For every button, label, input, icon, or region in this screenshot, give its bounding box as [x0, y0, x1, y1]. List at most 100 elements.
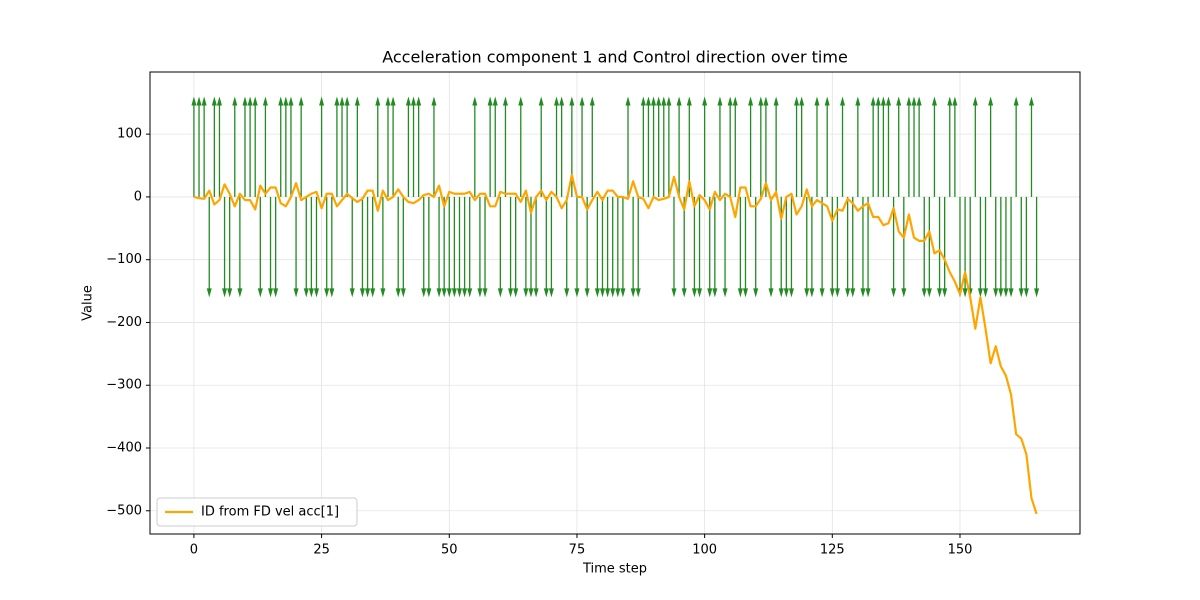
arrow-head [462, 288, 468, 298]
arrow-head [829, 288, 835, 298]
arrow-head [385, 96, 391, 106]
arrow-head [742, 288, 748, 298]
arrow-head [334, 96, 340, 106]
arrow-head [645, 96, 651, 106]
arrow-head [232, 96, 238, 106]
arrow [456, 196, 462, 298]
arrow-head [952, 96, 958, 106]
arrow [1013, 96, 1019, 197]
arrow-head [395, 288, 401, 298]
arrow-head [380, 288, 386, 298]
arrow [554, 96, 560, 197]
arrow [885, 96, 891, 197]
arrow [288, 96, 294, 197]
arrow [594, 196, 600, 298]
arrow-head [599, 288, 605, 298]
arrow-head [727, 96, 733, 106]
arrow [1023, 196, 1029, 298]
arrow [569, 96, 575, 197]
arrow-head [324, 288, 330, 298]
arrow-head [620, 288, 626, 298]
arrow-head [768, 288, 774, 298]
y-tick-label: −500 [106, 503, 142, 518]
arrow-head [753, 288, 759, 298]
arrow [222, 196, 228, 298]
arrow [283, 96, 289, 197]
arrow [543, 196, 549, 298]
arrow [829, 196, 835, 298]
arrow-head [712, 288, 718, 298]
arrow [722, 196, 728, 298]
arrow-head [216, 96, 222, 106]
arrow-head [594, 288, 600, 298]
arrow-head [942, 288, 948, 298]
arrow [298, 96, 304, 197]
arrow-head [543, 288, 549, 298]
arrow-head [344, 96, 350, 106]
arrow-head [1018, 288, 1024, 298]
arrow [1008, 196, 1014, 298]
arrow-head [845, 288, 851, 298]
arrow-head [426, 288, 432, 298]
arrow [508, 196, 514, 298]
chart-title: Acceleration component 1 and Control dir… [382, 48, 848, 67]
arrow [778, 196, 784, 298]
arrow [630, 196, 636, 298]
arrow [707, 196, 713, 298]
arrow [589, 96, 595, 197]
arrow [788, 196, 794, 298]
arrow-head [1008, 288, 1014, 298]
arrow-head [400, 288, 406, 298]
arrow-head [201, 96, 207, 106]
arrow [702, 96, 708, 197]
arrow-head [411, 96, 417, 106]
y-tick-label: −400 [106, 441, 142, 456]
arrow-head [891, 288, 897, 298]
arrow-head [390, 96, 396, 106]
arrow-head [559, 96, 565, 106]
arrow-head [579, 96, 585, 106]
arrow [278, 96, 284, 197]
arrow [303, 196, 309, 298]
arrow-head [656, 96, 662, 106]
arrow [748, 96, 754, 197]
arrow-head [191, 96, 197, 106]
arrow [804, 196, 810, 298]
arrow-head [671, 288, 677, 298]
arrow-head [732, 96, 738, 106]
arrow [605, 196, 611, 298]
arrow [492, 96, 498, 197]
arrow-head [885, 96, 891, 106]
arrow-head [977, 288, 983, 298]
arrow [273, 196, 279, 298]
arrow-head [303, 288, 309, 298]
arrow-head [222, 288, 228, 298]
x-tick-label: 50 [441, 543, 458, 558]
arrow-head [1028, 96, 1034, 106]
arrow [737, 196, 743, 298]
arrow-head [569, 96, 575, 106]
arrow-head [983, 288, 989, 298]
arrow-head [1023, 288, 1029, 298]
arrow-head [247, 96, 253, 106]
arrow [977, 196, 983, 298]
arrow [732, 96, 738, 197]
arrow-head [763, 96, 769, 106]
arrow [671, 196, 677, 298]
x-tick-label: 150 [948, 543, 973, 558]
arrow [252, 96, 258, 197]
arrow-head [998, 288, 1004, 298]
arrow-head [661, 96, 667, 106]
arrow-head [472, 96, 478, 106]
arrow-head [993, 288, 999, 298]
arrow-head [523, 288, 529, 298]
arrow-head [860, 288, 866, 298]
plot-frame [149, 71, 1081, 535]
arrow [191, 96, 197, 197]
arrow [1034, 196, 1040, 298]
arrow-head [972, 96, 978, 106]
arrow-head [875, 96, 881, 106]
arrow-head [273, 288, 279, 298]
arrow [681, 196, 687, 298]
arrow [400, 196, 406, 298]
